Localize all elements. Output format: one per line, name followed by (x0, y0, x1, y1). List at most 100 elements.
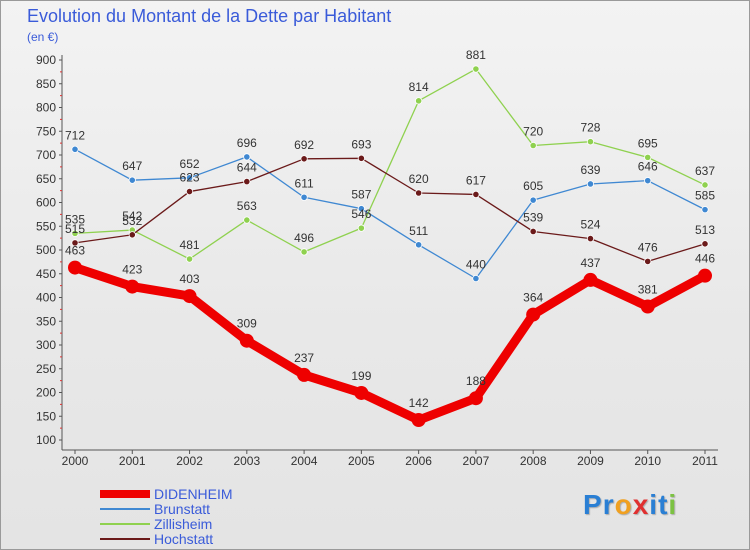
data-point (472, 274, 480, 283)
data-point (128, 176, 136, 184)
data-label: 511 (409, 224, 428, 238)
data-label: 881 (466, 48, 486, 62)
data-label: 644 (237, 161, 257, 175)
data-label: 446 (695, 252, 715, 266)
data-label: 524 (580, 218, 600, 232)
data-label: 535 (65, 212, 85, 226)
data-label: 692 (294, 138, 314, 152)
data-point (71, 229, 79, 237)
data-label: 814 (409, 80, 429, 94)
data-point (586, 138, 595, 146)
y-tick-label: 500 (36, 243, 56, 257)
data-label: 237 (294, 351, 314, 365)
data-label: 481 (180, 238, 200, 252)
y-tick-label: 550 (36, 219, 56, 233)
series-line-zillisheim (74, 68, 706, 260)
y-tick-label: 100 (36, 433, 56, 447)
data-label: 142 (409, 396, 429, 410)
data-point (472, 65, 480, 73)
data-label: 637 (695, 164, 715, 178)
data-point (243, 216, 251, 224)
data-point (71, 145, 79, 153)
x-tick-label: 2005 (348, 454, 375, 468)
data-label: 585 (695, 189, 715, 203)
data-label: 403 (180, 272, 200, 286)
data-point (415, 97, 423, 105)
data-label: 712 (65, 128, 85, 142)
data-point (701, 240, 709, 248)
logo-letter: i (649, 489, 659, 520)
y-tick-label: 700 (36, 148, 56, 162)
x-tick-label: 2011 (692, 454, 718, 468)
data-label: 693 (351, 137, 371, 151)
data-label: 309 (237, 317, 257, 331)
data-label: 696 (237, 136, 257, 150)
data-point (472, 190, 480, 199)
y-tick-label: 300 (36, 338, 56, 352)
data-point (529, 196, 537, 204)
data-point (128, 231, 136, 239)
legend-swatch (100, 490, 150, 498)
data-point (300, 193, 308, 201)
y-tick-label: 450 (36, 267, 56, 281)
data-label: 381 (638, 283, 658, 297)
y-tick-label: 900 (36, 53, 56, 67)
data-point (300, 155, 308, 163)
data-label: 539 (523, 210, 543, 224)
series-line-didenheim (70, 263, 710, 425)
legend-label: DIDENHEIM (154, 486, 233, 502)
data-label: 423 (122, 263, 142, 277)
data-point (529, 141, 537, 150)
data-label: 728 (580, 121, 600, 135)
data-point (701, 181, 709, 189)
data-label: 513 (695, 223, 715, 237)
y-tick-label: 350 (36, 314, 56, 328)
chart-title: Evolution du Montant de la Dette par Hab… (27, 6, 392, 26)
y-tick-label: 600 (36, 196, 56, 210)
data-point (243, 153, 251, 161)
legend-swatch (100, 538, 150, 540)
x-tick-label: 2007 (463, 454, 490, 468)
data-point (357, 205, 365, 213)
legend-label: Brunstatt (154, 501, 211, 517)
data-point (182, 289, 197, 304)
data-label: 695 (638, 136, 658, 150)
data-point (357, 154, 365, 162)
chart-subtitle: (en €) (27, 30, 59, 44)
data-point (68, 260, 82, 275)
y-tick-label: 650 (36, 172, 56, 186)
y-tick-label: 400 (36, 291, 56, 305)
data-label: 364 (523, 291, 543, 305)
data-label: 437 (580, 256, 600, 270)
data-point (644, 257, 652, 265)
data-point (586, 235, 595, 243)
logo-letter: i (668, 489, 678, 520)
logo-letter: r (602, 489, 615, 520)
x-tick-label: 2000 (62, 454, 89, 468)
logo-letter: P (583, 489, 603, 520)
data-point (185, 255, 194, 263)
data-point (586, 180, 595, 188)
legend-swatch (100, 523, 150, 525)
data-point (640, 299, 655, 314)
data-point (468, 391, 483, 406)
data-label: 542 (122, 209, 142, 223)
legend-label: Zillisheim (154, 516, 213, 532)
data-label: 199 (351, 369, 371, 383)
x-tick-label: 2001 (119, 454, 146, 468)
data-label: 188 (466, 374, 486, 388)
data-label: 532 (122, 214, 142, 228)
logo-letter: x (632, 489, 650, 520)
series-line-brunstatt (74, 148, 706, 280)
data-label: 496 (294, 231, 314, 245)
data-point (701, 206, 709, 214)
data-point (71, 239, 79, 247)
data-point (644, 153, 652, 161)
data-label: 563 (237, 199, 257, 213)
legend-swatch (100, 508, 150, 510)
data-point (300, 248, 308, 256)
x-tick-label: 2002 (176, 454, 203, 468)
data-label: 720 (523, 125, 543, 139)
data-label: 546 (351, 207, 371, 221)
